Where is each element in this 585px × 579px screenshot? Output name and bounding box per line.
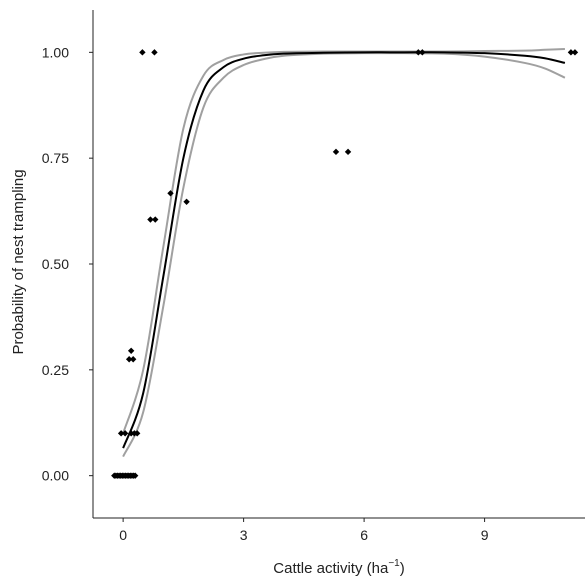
fitted-curve-group <box>122 51 566 449</box>
ci-lower-line <box>122 52 566 458</box>
data-point <box>139 49 146 56</box>
x-tick-label: 6 <box>360 527 368 543</box>
plot-area <box>111 47 579 479</box>
data-point <box>419 49 426 56</box>
data-point <box>117 430 125 437</box>
y-tick-label: 0.75 <box>42 150 69 166</box>
data-point <box>125 356 133 363</box>
data-point <box>571 49 579 56</box>
data-point <box>133 430 141 437</box>
x-tick-label: 9 <box>481 527 489 543</box>
confidence-bands <box>122 47 566 458</box>
data-point <box>152 216 159 223</box>
data-point <box>415 49 422 56</box>
y-tick-label: 0.00 <box>42 468 69 484</box>
data-points <box>111 49 579 479</box>
data-point <box>127 347 135 354</box>
data-point <box>167 190 174 197</box>
x-axis-ticks: 0 3 6 9 <box>119 518 489 543</box>
ci-upper-line <box>122 47 565 434</box>
y-tick-label: 0.50 <box>42 256 69 272</box>
data-point <box>151 49 158 56</box>
data-point <box>344 148 352 156</box>
data-point <box>567 49 575 56</box>
data-point <box>121 430 129 437</box>
y-tick-label: 1.00 <box>42 44 69 60</box>
data-point <box>129 356 137 363</box>
data-point <box>183 198 190 205</box>
x-tick-label: 3 <box>240 527 248 543</box>
data-point <box>131 472 139 479</box>
axes: 0 3 6 9 0.00 0.25 0.50 0.75 1.00 <box>42 10 585 543</box>
fitted-curve <box>122 51 566 449</box>
y-axis-ticks: 0.00 0.25 0.50 0.75 1.00 <box>42 44 93 484</box>
x-axis-title: Cattle activity (ha−1) <box>273 558 404 577</box>
y-axis-title: Probability of nest trampling <box>10 169 27 354</box>
data-point <box>147 216 154 223</box>
data-point <box>332 148 340 156</box>
y-tick-label: 0.25 <box>42 362 69 378</box>
x-tick-label: 0 <box>119 527 127 543</box>
data-point <box>127 430 135 437</box>
